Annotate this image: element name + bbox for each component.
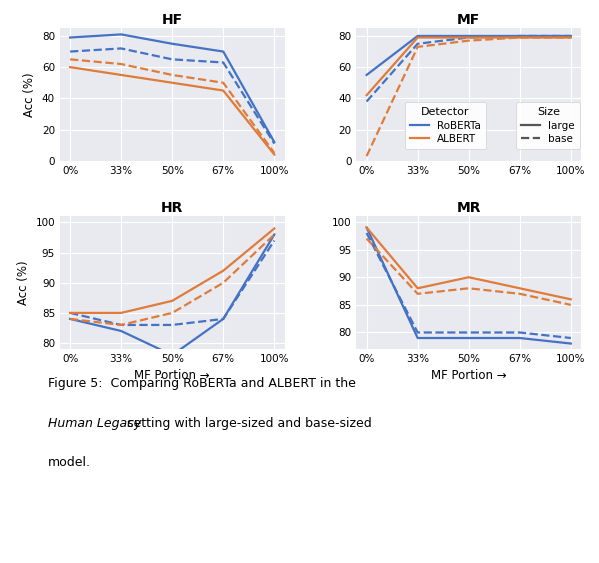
Title: MF: MF (457, 13, 480, 27)
Title: HR: HR (161, 202, 183, 215)
Text: setting with large-sized and base-sized: setting with large-sized and base-sized (123, 417, 372, 430)
Text: Human Legacy: Human Legacy (48, 417, 141, 430)
Text: model.: model. (48, 456, 91, 469)
X-axis label: MF Portion →: MF Portion → (134, 369, 210, 382)
X-axis label: MF Portion →: MF Portion → (431, 369, 507, 382)
Text: Figure 5:  Comparing RoBERTa and ALBERT in the: Figure 5: Comparing RoBERTa and ALBERT i… (48, 377, 356, 390)
Legend: large, base: large, base (516, 102, 580, 149)
Title: HF: HF (162, 13, 183, 27)
Y-axis label: Acc (%): Acc (%) (17, 261, 30, 305)
Title: MR: MR (456, 202, 481, 215)
Y-axis label: Acc (%): Acc (%) (23, 72, 37, 117)
